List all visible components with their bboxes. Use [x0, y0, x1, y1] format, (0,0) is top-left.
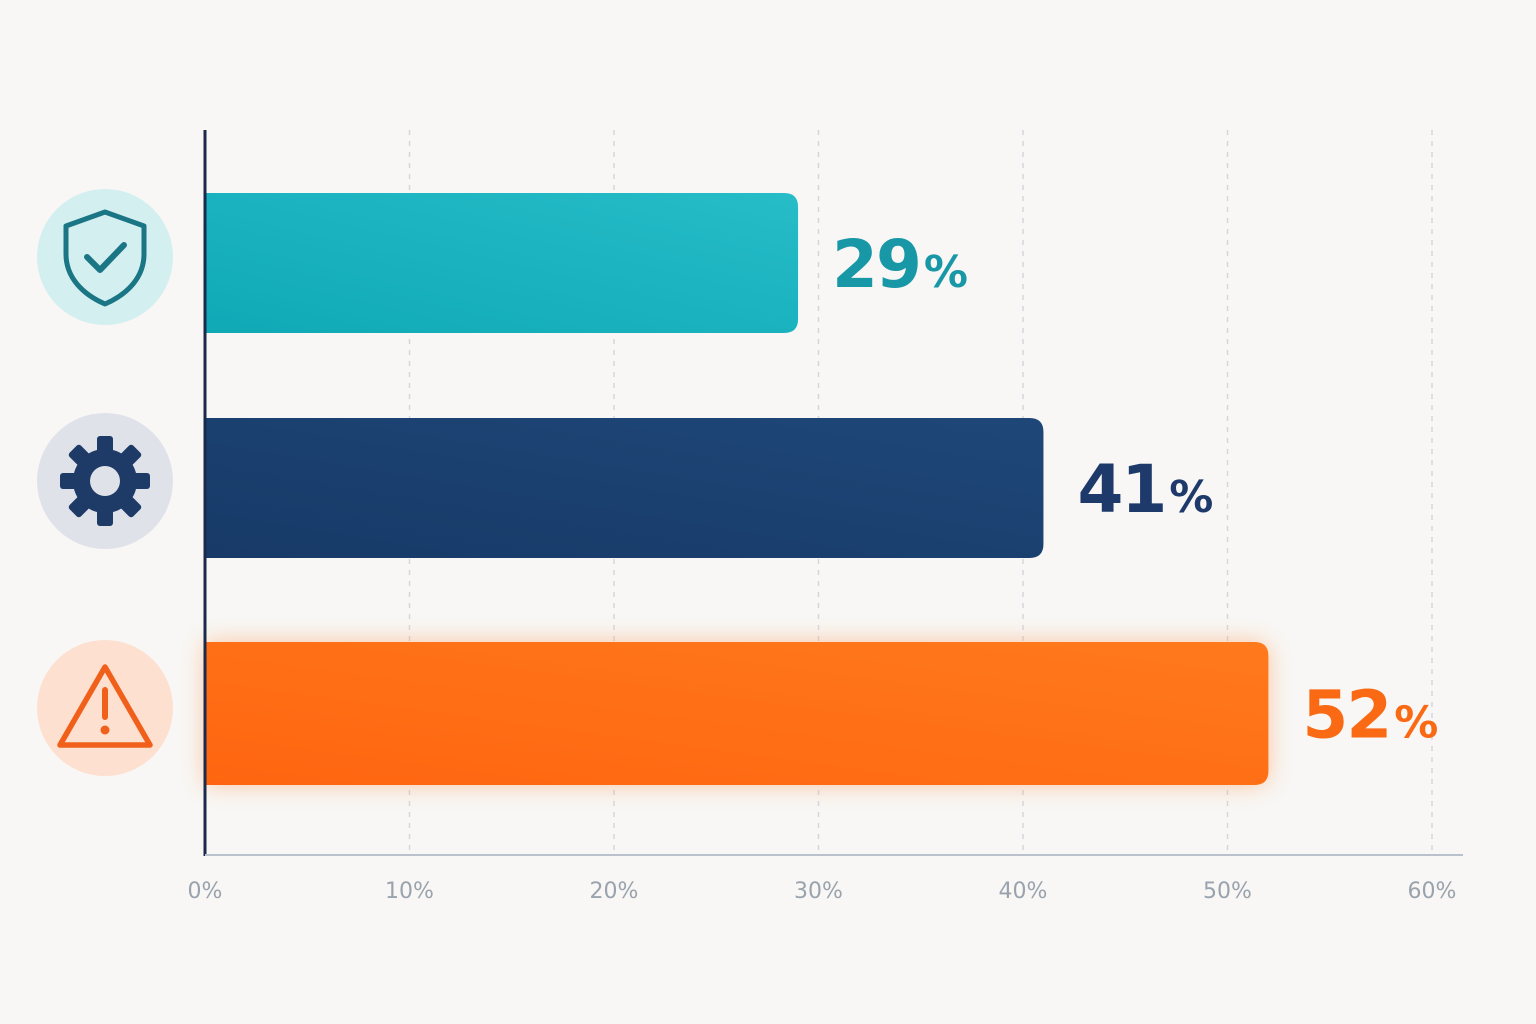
- warning-icon: [57, 664, 153, 748]
- x-tick-label: 0%: [188, 879, 223, 904]
- x-tick-label: 30%: [794, 879, 843, 904]
- x-tick-label: 50%: [1203, 879, 1252, 904]
- category-icon-security: [37, 189, 173, 325]
- x-axis-ticks: 0% 10% 20% 30% 40% 50% 60%: [188, 879, 1457, 904]
- bar: [205, 418, 1044, 558]
- bar: [205, 642, 1269, 785]
- value-label: 41%: [1077, 451, 1213, 528]
- value-label: 29%: [832, 226, 968, 303]
- bar: [205, 193, 799, 333]
- x-tick-label: 60%: [1408, 879, 1457, 904]
- category-icon-settings: [37, 413, 173, 549]
- category-icon-warning: [37, 640, 173, 776]
- value-labels: 29% 41% 52%: [832, 226, 1438, 754]
- x-tick-label: 20%: [590, 879, 639, 904]
- gear-icon: [60, 436, 150, 526]
- x-tick-label: 40%: [999, 879, 1048, 904]
- bars: [205, 193, 1269, 785]
- x-tick-label: 10%: [385, 879, 434, 904]
- shield-check-icon: [63, 209, 147, 307]
- value-label: 52%: [1302, 677, 1438, 754]
